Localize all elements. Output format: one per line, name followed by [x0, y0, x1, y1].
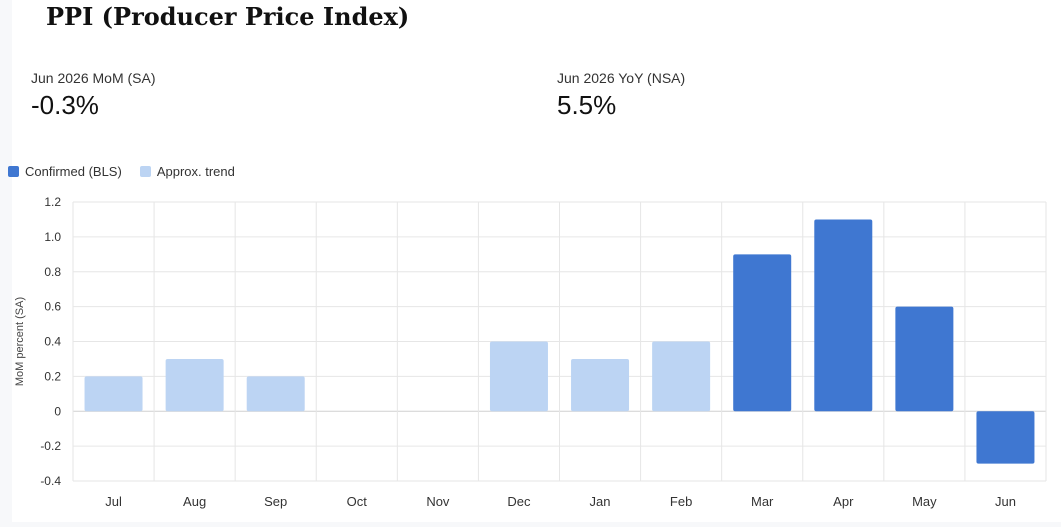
- x-tick-label: Nov: [426, 494, 450, 509]
- legend-swatch-approx: [139, 166, 151, 177]
- legend-item-confirmed[interactable]: Confirmed (BLS): [8, 164, 122, 179]
- page-title: PPI (Producer Price Index): [46, 2, 410, 31]
- y-tick-label: 1.0: [44, 230, 61, 244]
- metric-mom-value: -0.3%: [31, 90, 99, 120]
- metric-mom-label: Jun 2026 MoM (SA): [31, 70, 156, 86]
- metric-yoy: Jun 2026 YoY (NSA) 5.5%: [557, 70, 685, 121]
- y-tick-label: 0.4: [44, 335, 61, 349]
- y-tick-label: -0.4: [40, 474, 61, 488]
- x-tick-label: Oct: [347, 494, 368, 509]
- bar: [814, 219, 873, 412]
- x-tick-label: Apr: [833, 494, 854, 509]
- metric-yoy-label: Jun 2026 YoY (NSA): [557, 70, 686, 86]
- bar: [165, 358, 224, 412]
- bar: [489, 341, 548, 412]
- y-tick-label: 0.8: [44, 265, 61, 279]
- legend-swatch-confirmed: [8, 166, 19, 177]
- chart-legend: Confirmed (BLS) Approx. trend: [8, 164, 235, 179]
- legend-item-approx[interactable]: Approx. trend: [139, 164, 235, 179]
- ppi-bar-chart: 1.2 1.0 0.8 0.6 0.4 0.2 0 -0.2 -0.4 Jul Aug Sep Oct N…: [14, 195, 1047, 509]
- y-axis-label: MoM percent (SA): [14, 297, 26, 386]
- legend-label-approx: Approx. trend: [156, 164, 235, 179]
- y-tick-label: 1.2: [44, 195, 61, 209]
- bar: [652, 341, 711, 412]
- x-tick-label: Aug: [183, 494, 206, 509]
- ppi-card: [12, 0, 1061, 522]
- x-tick-label: Sep: [264, 494, 287, 509]
- x-tick-label: Jun: [995, 494, 1016, 509]
- x-tick-label: Mar: [751, 494, 774, 509]
- bar: [733, 254, 792, 412]
- x-tick-label: Dec: [507, 494, 531, 509]
- x-tick-label: Jul: [105, 494, 122, 509]
- bar: [571, 358, 630, 412]
- y-tick-label: 0.6: [44, 300, 61, 314]
- y-tick-label: -0.2: [40, 439, 61, 453]
- bar: [895, 306, 954, 412]
- x-tick-label: Jan: [590, 494, 611, 509]
- bar: [84, 376, 143, 412]
- x-tick-label: May: [912, 494, 937, 509]
- y-tick-label: 0.2: [44, 369, 61, 383]
- y-tick-label: 0: [54, 404, 61, 418]
- bar: [976, 411, 1035, 464]
- bar: [246, 376, 305, 412]
- metric-mom: Jun 2026 MoM (SA) -0.3%: [31, 70, 156, 121]
- x-tick-label: Feb: [670, 494, 692, 509]
- metric-yoy-value: 5.5%: [557, 90, 617, 120]
- legend-label-confirmed: Confirmed (BLS): [25, 164, 122, 179]
